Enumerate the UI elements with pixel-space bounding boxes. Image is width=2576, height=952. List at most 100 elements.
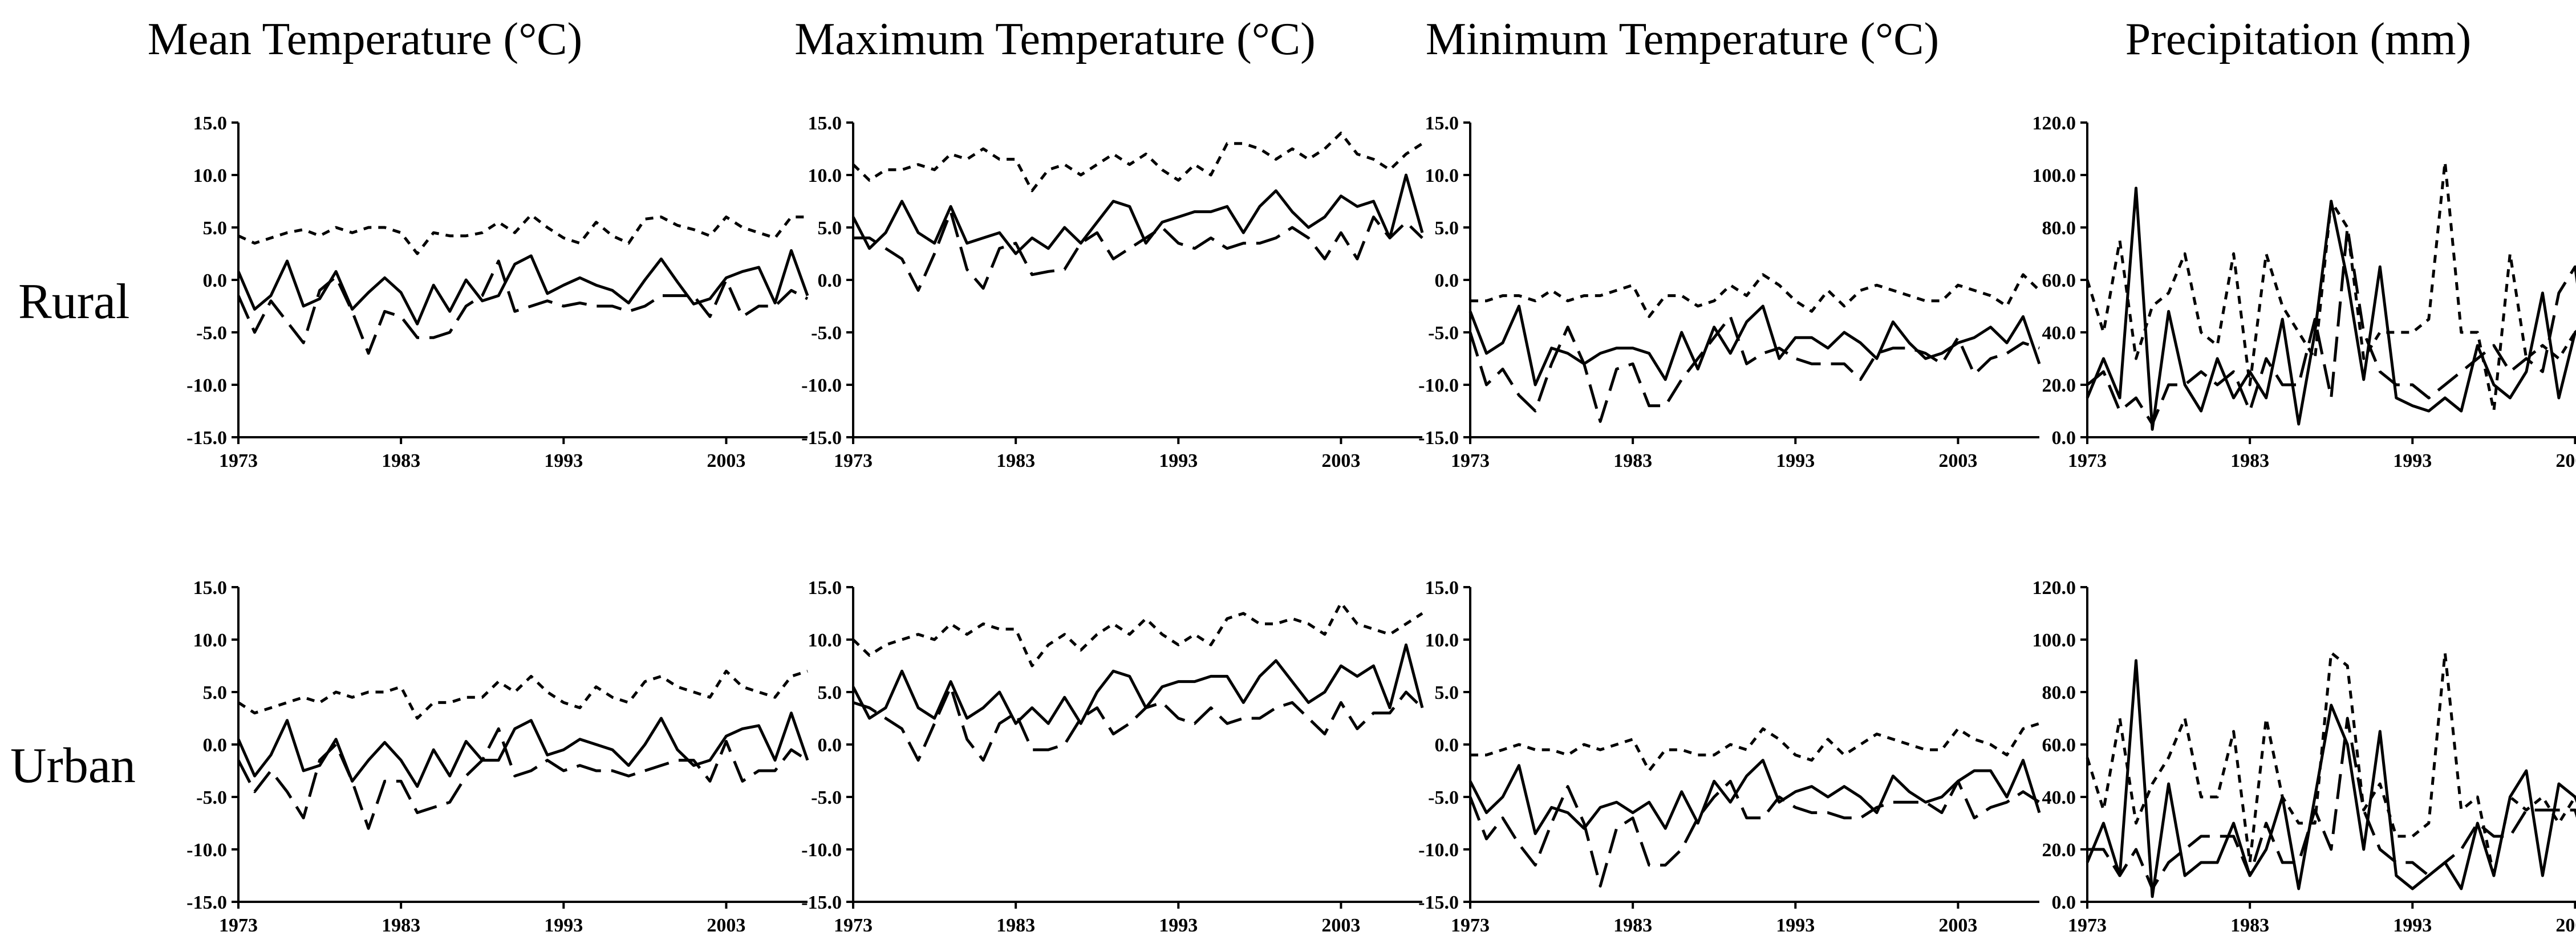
y-tick-label: 40.0	[2042, 787, 2076, 808]
x-tick-label: 1983	[382, 450, 420, 471]
y-tick-label: -10.0	[801, 840, 842, 861]
y-tick-label: 5.0	[203, 218, 228, 239]
y-tick-label: 5.0	[818, 218, 842, 239]
x-tick-label: 1983	[996, 450, 1035, 471]
y-tick-label: 15.0	[1425, 577, 1459, 599]
series-line-solid	[2086, 659, 2576, 898]
y-tick-label: 60.0	[2042, 270, 2076, 291]
x-tick-label: 1983	[1613, 915, 1652, 936]
y-tick-label: 100.0	[2033, 630, 2076, 651]
y-tick-label: 15.0	[808, 577, 842, 599]
x-tick-label: 1993	[1776, 915, 1815, 936]
y-tick-label: 5.0	[1435, 218, 1459, 239]
x-tick-label: 1973	[834, 915, 873, 936]
x-tick-label: 2003	[1938, 450, 1977, 471]
y-tick-label: 60.0	[2042, 735, 2076, 756]
series-line-short-dash	[2086, 160, 2576, 413]
series-line-short-dash	[2086, 651, 2576, 877]
x-tick-label: 1983	[382, 915, 420, 936]
y-tick-label: 0.0	[203, 735, 228, 756]
y-tick-label: 0.0	[2052, 892, 2076, 913]
y-tick-label: 0.0	[818, 735, 842, 756]
x-tick-label: 1973	[2068, 450, 2107, 471]
series-line-long-dash	[853, 685, 1423, 762]
x-tick-label: 1973	[219, 915, 258, 936]
y-tick-label: 5.0	[1435, 682, 1459, 703]
x-tick-label: 1973	[834, 450, 873, 471]
x-tick-label: 1973	[1451, 915, 1490, 936]
x-tick-label: 1983	[1613, 450, 1652, 471]
y-tick-label: 40.0	[2042, 323, 2076, 344]
series-line-long-dash	[1468, 315, 2040, 423]
x-tick-label: 1973	[2068, 915, 2107, 936]
y-tick-label: -10.0	[1418, 840, 1459, 861]
series-line-solid	[237, 711, 809, 788]
y-tick-label: 10.0	[193, 165, 228, 186]
y-tick-label: 0.0	[2052, 428, 2076, 449]
x-tick-label: 1983	[2230, 450, 2269, 471]
x-tick-label: 1993	[544, 915, 583, 936]
y-tick-label: 5.0	[203, 682, 228, 703]
y-tick-label: 120.0	[2033, 113, 2076, 134]
y-tick-label: -5.0	[1428, 323, 1459, 344]
y-tick-label: 10.0	[1425, 630, 1459, 651]
series-line-short-dash	[1470, 722, 2040, 772]
row-label-urban: Urban	[10, 738, 136, 794]
y-tick-label: 80.0	[2042, 218, 2076, 239]
column-title-precipitation: Precipitation (mm)	[2125, 14, 2472, 64]
series-line-short-dash	[237, 213, 808, 255]
series-line-solid	[851, 643, 1424, 725]
series-line-solid	[237, 249, 809, 326]
column-title-mean-temperature: Mean Temperature (°C)	[148, 14, 582, 64]
x-tick-label: 1983	[996, 915, 1035, 936]
y-tick-label: 100.0	[2033, 165, 2076, 186]
y-tick-label: -10.0	[186, 375, 227, 396]
y-tick-label: 15.0	[193, 577, 228, 599]
series-line-long-dash	[237, 259, 809, 355]
x-tick-label: 1983	[2230, 915, 2269, 936]
y-tick-label: -10.0	[801, 375, 842, 396]
y-tick-label: -10.0	[186, 840, 227, 861]
y-tick-label: 10.0	[808, 165, 842, 186]
x-tick-label: 1973	[1451, 450, 1490, 471]
y-tick-label: 15.0	[193, 113, 228, 134]
x-tick-label: 2003	[707, 450, 745, 471]
series-line-long-dash	[853, 210, 1423, 292]
series-line-short-dash	[237, 669, 808, 720]
x-tick-label: 1993	[1159, 450, 1198, 471]
y-tick-label: -15.0	[801, 892, 842, 913]
y-tick-label: -5.0	[196, 787, 227, 808]
series-line-solid	[1468, 304, 2041, 387]
column-title-maximum-temperature: Maximum Temperature (°C)	[794, 14, 1316, 64]
series-line-short-dash	[852, 601, 1423, 668]
y-tick-label: -15.0	[186, 892, 227, 913]
x-tick-label: 2003	[1321, 915, 1360, 936]
y-tick-label: 20.0	[2042, 840, 2076, 861]
x-tick-label: 2003	[2555, 450, 2576, 471]
x-tick-label: 2003	[707, 915, 745, 936]
y-tick-label: 0.0	[1435, 735, 1459, 756]
y-tick-label: 80.0	[2042, 682, 2076, 703]
y-tick-label: 15.0	[1425, 113, 1459, 134]
series-line-solid	[851, 173, 1424, 255]
y-tick-label: 10.0	[193, 630, 228, 651]
x-tick-label: 2003	[1938, 915, 1977, 936]
x-tick-label: 1993	[544, 450, 583, 471]
x-tick-label: 1993	[2393, 450, 2432, 471]
x-tick-label: 1973	[219, 450, 258, 471]
y-tick-label: 15.0	[808, 113, 842, 134]
y-tick-label: -5.0	[1428, 787, 1459, 808]
y-tick-label: 10.0	[808, 630, 842, 651]
y-tick-label: -5.0	[811, 787, 842, 808]
y-tick-label: -15.0	[186, 428, 227, 449]
